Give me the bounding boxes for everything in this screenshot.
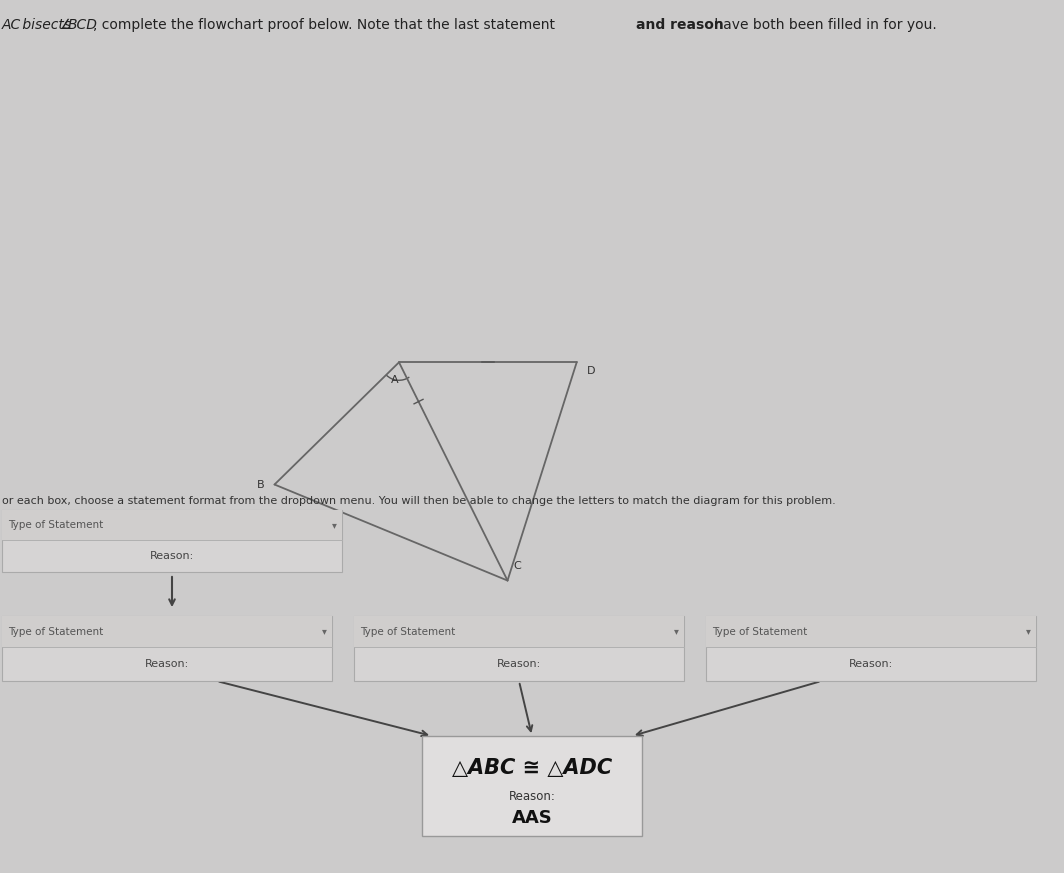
Bar — [2, 510, 342, 540]
FancyBboxPatch shape — [422, 736, 642, 836]
Text: have both been filled in for you.: have both been filled in for you. — [710, 18, 936, 32]
Text: Type of Statement: Type of Statement — [360, 627, 455, 636]
Text: Reason:: Reason: — [849, 659, 893, 669]
Text: Reason:: Reason: — [509, 789, 555, 802]
Text: Reason:: Reason: — [145, 659, 189, 669]
FancyBboxPatch shape — [354, 616, 684, 681]
Text: AAS: AAS — [512, 809, 552, 827]
Text: BCD: BCD — [68, 18, 98, 32]
Text: Type of Statement: Type of Statement — [9, 627, 103, 636]
Text: ∠: ∠ — [60, 18, 72, 32]
Bar — [354, 616, 684, 647]
Text: bisects: bisects — [18, 18, 76, 32]
Text: Type of Statement: Type of Statement — [712, 627, 808, 636]
Text: ▾: ▾ — [321, 627, 327, 636]
Text: ▾: ▾ — [1026, 627, 1030, 636]
Text: Reason:: Reason: — [497, 659, 542, 669]
Text: Type of Statement: Type of Statement — [9, 520, 103, 530]
FancyBboxPatch shape — [2, 510, 342, 572]
FancyBboxPatch shape — [2, 616, 332, 681]
Text: △ABC ≅ △ADC: △ABC ≅ △ADC — [452, 758, 612, 778]
Text: A: A — [392, 375, 399, 385]
Text: or each box, choose a statement format from the dropdown menu. You will then be : or each box, choose a statement format f… — [2, 496, 835, 506]
Bar — [2, 616, 332, 647]
Text: D: D — [586, 367, 595, 376]
Text: Reason:: Reason: — [150, 551, 194, 560]
Text: ▾: ▾ — [332, 520, 336, 530]
Text: C: C — [514, 560, 521, 571]
Text: B: B — [256, 479, 265, 490]
Bar — [706, 616, 1036, 647]
Text: and reason: and reason — [636, 18, 724, 32]
Text: ▾: ▾ — [674, 627, 679, 636]
Text: , complete the flowchart proof below. Note that the last statement: , complete the flowchart proof below. No… — [93, 18, 560, 32]
Text: AC: AC — [2, 18, 21, 32]
FancyBboxPatch shape — [706, 616, 1036, 681]
